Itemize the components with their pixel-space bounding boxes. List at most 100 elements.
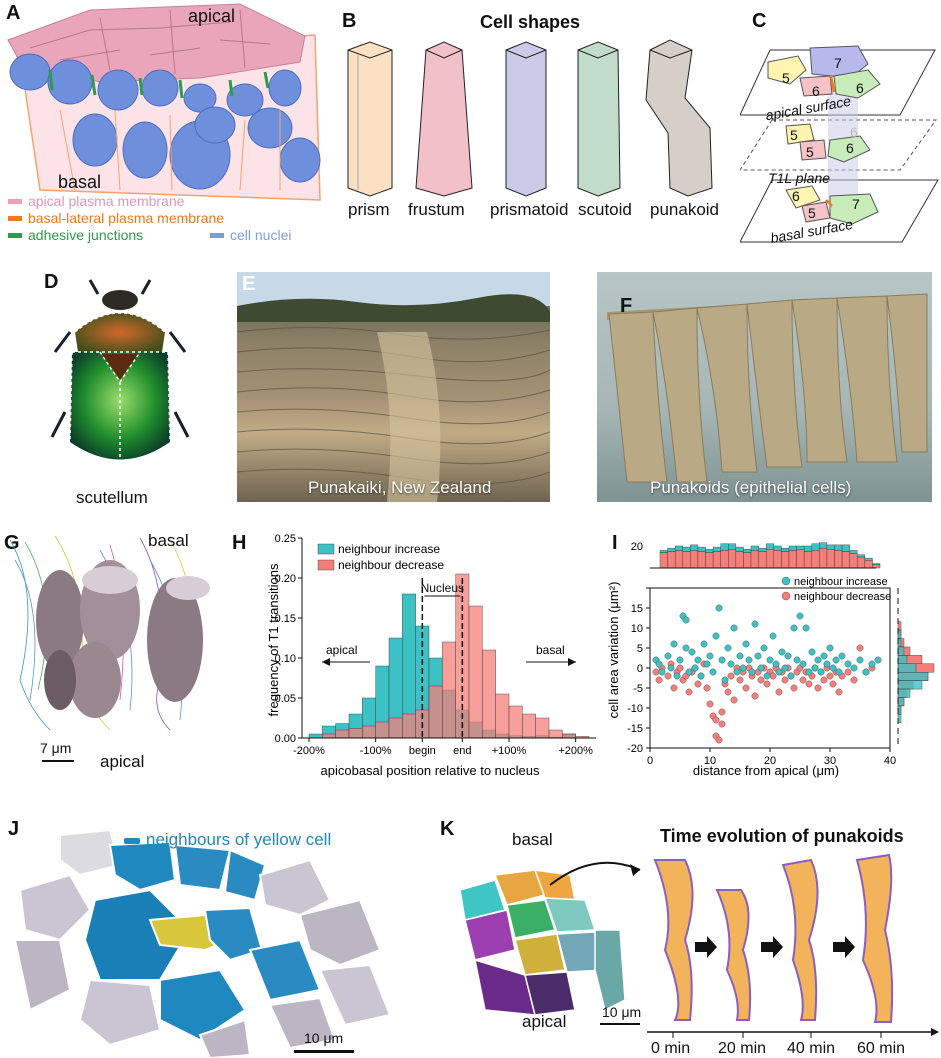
i-point-increase bbox=[868, 660, 876, 668]
i-top-hist-decrease bbox=[841, 551, 850, 569]
i-point-increase bbox=[862, 668, 870, 676]
i-point-decrease bbox=[850, 676, 858, 684]
k-time-20: 20 min bbox=[718, 1040, 767, 1057]
scutoid-shape bbox=[577, 41, 621, 197]
j-scale-bar bbox=[294, 1050, 354, 1053]
h-ytick-label: 0.05 bbox=[275, 693, 296, 705]
i-point-increase bbox=[805, 668, 813, 676]
i-top-hist-increase bbox=[735, 546, 744, 552]
scutellum-label: scutellum bbox=[76, 488, 148, 507]
k-time-60: 60 min bbox=[857, 1040, 906, 1057]
i-point-increase bbox=[757, 664, 765, 672]
i-point-increase bbox=[766, 656, 774, 664]
i-top-hist-increase bbox=[819, 542, 828, 549]
k-time-0: 0 min bbox=[651, 1040, 691, 1057]
i-top-hist-decrease bbox=[682, 551, 691, 569]
i-point-decrease bbox=[763, 680, 771, 688]
i-point-increase bbox=[715, 604, 723, 612]
apical-membrane-swatch bbox=[8, 199, 22, 204]
i-top-hist-decrease bbox=[857, 556, 866, 569]
prismatoid-shape bbox=[505, 41, 547, 197]
i-point-increase bbox=[694, 656, 702, 664]
h-xtick-label: +100% bbox=[492, 745, 527, 757]
h-ytick-label: 0.25 bbox=[275, 533, 296, 545]
shape-label-frustum: frustum bbox=[408, 200, 465, 219]
i-xtick-label: 20 bbox=[764, 755, 776, 767]
i-xtick-label: 10 bbox=[704, 755, 716, 767]
h-legend-swatch-decrease bbox=[317, 559, 335, 571]
apical-num-6a: 6 bbox=[812, 83, 820, 99]
i-point-increase bbox=[736, 652, 744, 660]
i-xtick-label: 40 bbox=[884, 755, 896, 767]
i-point-increase bbox=[697, 672, 705, 680]
frustum-shape bbox=[415, 41, 473, 197]
i-xtick-label: 0 bbox=[647, 755, 653, 767]
i-point-decrease bbox=[676, 664, 684, 672]
i-point-decrease bbox=[685, 688, 693, 696]
i-xlabel: distance from apical (μm) bbox=[693, 763, 839, 778]
h-basal-label: basal bbox=[536, 643, 565, 657]
i-xtick-label: 30 bbox=[824, 755, 836, 767]
i-top-hist-decrease bbox=[667, 551, 676, 569]
h-bar-decrease bbox=[562, 733, 576, 739]
mid-num-5a: 5 bbox=[790, 127, 798, 143]
apical-num-7: 7 bbox=[834, 55, 842, 71]
basal-lateral-membrane-swatch bbox=[8, 216, 22, 221]
h-bar-decrease bbox=[348, 728, 363, 739]
rock-formation bbox=[237, 272, 550, 502]
i-point-increase bbox=[808, 648, 816, 656]
i-point-increase bbox=[685, 668, 693, 676]
i-point-decrease bbox=[790, 684, 798, 692]
i-top-hist-decrease bbox=[735, 551, 744, 569]
i-top-hist-increase bbox=[841, 544, 850, 552]
h-bar-decrease bbox=[508, 705, 523, 739]
panel-b-label: B bbox=[342, 10, 357, 32]
k-time-series bbox=[647, 853, 939, 1038]
i-point-decrease bbox=[724, 688, 732, 696]
apical-cell-6b bbox=[833, 69, 881, 99]
i-point-increase bbox=[790, 624, 798, 632]
i-point-increase bbox=[709, 668, 717, 676]
basal-num-6: 6 bbox=[792, 188, 800, 204]
k-scale-label: 10 μm bbox=[602, 1004, 642, 1020]
i-top-hist-decrease bbox=[750, 550, 759, 569]
t1-transition-histogram: frequency of T1 transitions apicobasal p… bbox=[266, 533, 596, 778]
area-variation-scatter: cell area variation (μm²) distance from … bbox=[606, 541, 935, 778]
i-point-increase bbox=[811, 664, 819, 672]
panel-i-label: I bbox=[612, 532, 618, 554]
i-point-increase bbox=[799, 660, 807, 668]
h-legend-decrease: neighbour decrease bbox=[338, 558, 444, 572]
h-bar-decrease bbox=[388, 717, 403, 739]
apical-num-5: 5 bbox=[782, 70, 790, 86]
cell-shapes-drawing bbox=[347, 39, 713, 197]
i-top-hist-increase bbox=[690, 544, 699, 551]
i-point-decrease bbox=[703, 684, 711, 692]
i-point-decrease bbox=[718, 720, 726, 728]
i-side-hist-increase bbox=[897, 655, 908, 664]
i-point-increase bbox=[742, 640, 750, 648]
i-point-decrease bbox=[814, 684, 822, 692]
i-point-increase bbox=[844, 660, 852, 668]
i-point-increase bbox=[850, 664, 858, 672]
i-top-hist-increase bbox=[826, 544, 835, 550]
t1l-plane-label: T1L plane bbox=[768, 170, 831, 186]
i-point-increase bbox=[781, 664, 789, 672]
i-point-decrease bbox=[742, 684, 750, 692]
i-top-hist-decrease bbox=[659, 552, 668, 569]
i-top-hist-decrease bbox=[849, 553, 858, 569]
h-xlabel: apicobasal position relative to nucleus bbox=[321, 763, 540, 778]
i-point-increase bbox=[754, 652, 762, 660]
k-title: Time evolution of punakoids bbox=[660, 826, 904, 846]
i-point-increase bbox=[670, 640, 678, 648]
i-point-increase bbox=[817, 668, 825, 676]
i-point-decrease bbox=[781, 676, 789, 684]
h-xtick-label: begin bbox=[409, 745, 436, 757]
i-top-hist-increase bbox=[781, 548, 790, 552]
i-top-hist-decrease bbox=[720, 550, 729, 569]
h-bar-decrease bbox=[522, 713, 536, 739]
punakoid-cells bbox=[607, 293, 928, 483]
punakoid-cluster-render bbox=[459, 861, 641, 1016]
i-point-increase bbox=[829, 664, 837, 672]
i-point-increase bbox=[688, 648, 696, 656]
i-point-increase bbox=[820, 652, 828, 660]
